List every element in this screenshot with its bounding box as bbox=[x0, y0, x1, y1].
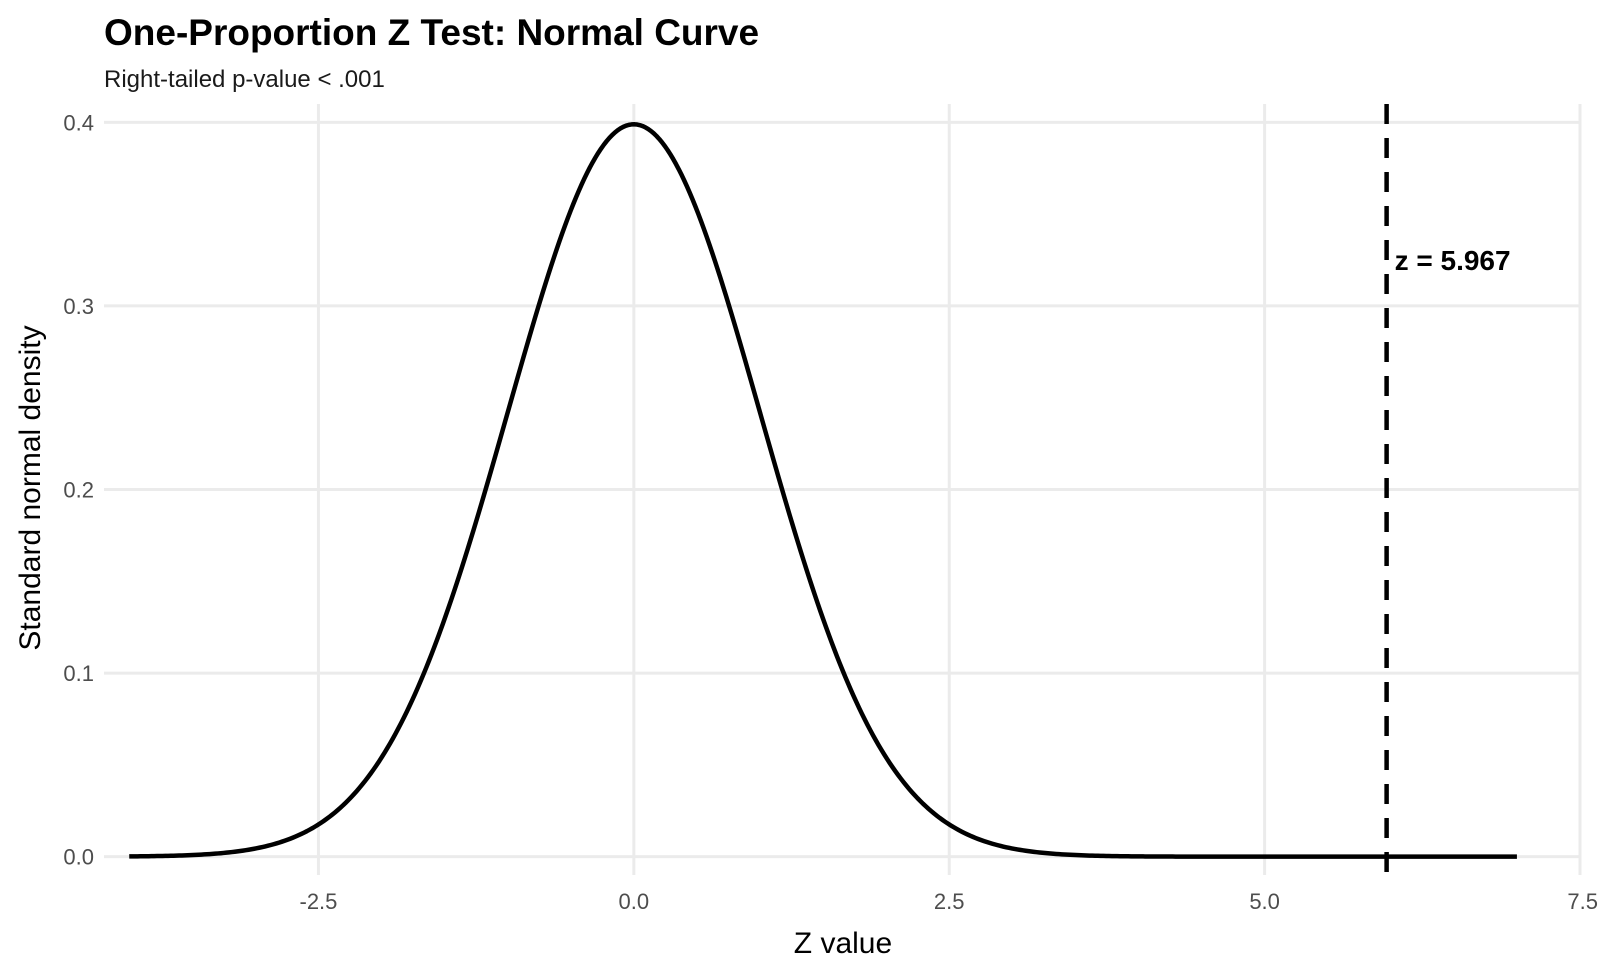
x-tick-label: -2.5 bbox=[300, 889, 338, 914]
axis-ticks: 0.0 0.1 0.2 0.3 0.4 -2.5 0.0 2.5 5.0 7.5 bbox=[63, 110, 1598, 914]
x-tick-label: 5.0 bbox=[1249, 889, 1280, 914]
plot-area bbox=[129, 104, 1517, 885]
chart-subtitle: Right-tailed p-value < .001 bbox=[104, 66, 385, 93]
chart-title: One-Proportion Z Test: Normal Curve bbox=[104, 12, 759, 53]
density-curve bbox=[129, 122, 1517, 859]
x-tick-label: 0.0 bbox=[619, 889, 650, 914]
y-tick-label: 0.2 bbox=[63, 478, 94, 503]
y-tick-label: 0.1 bbox=[63, 661, 94, 686]
z-value-annotation: z = 5.967 bbox=[1395, 245, 1511, 276]
y-tick-label: 0.4 bbox=[63, 110, 94, 135]
x-tick-label: 7.5 bbox=[1567, 889, 1598, 914]
y-tick-label: 0.3 bbox=[63, 294, 94, 319]
x-axis-title: Z value bbox=[794, 927, 892, 960]
y-axis-title: Standard normal density bbox=[14, 325, 47, 650]
y-tick-label: 0.0 bbox=[63, 845, 94, 870]
x-tick-label: 2.5 bbox=[934, 889, 965, 914]
